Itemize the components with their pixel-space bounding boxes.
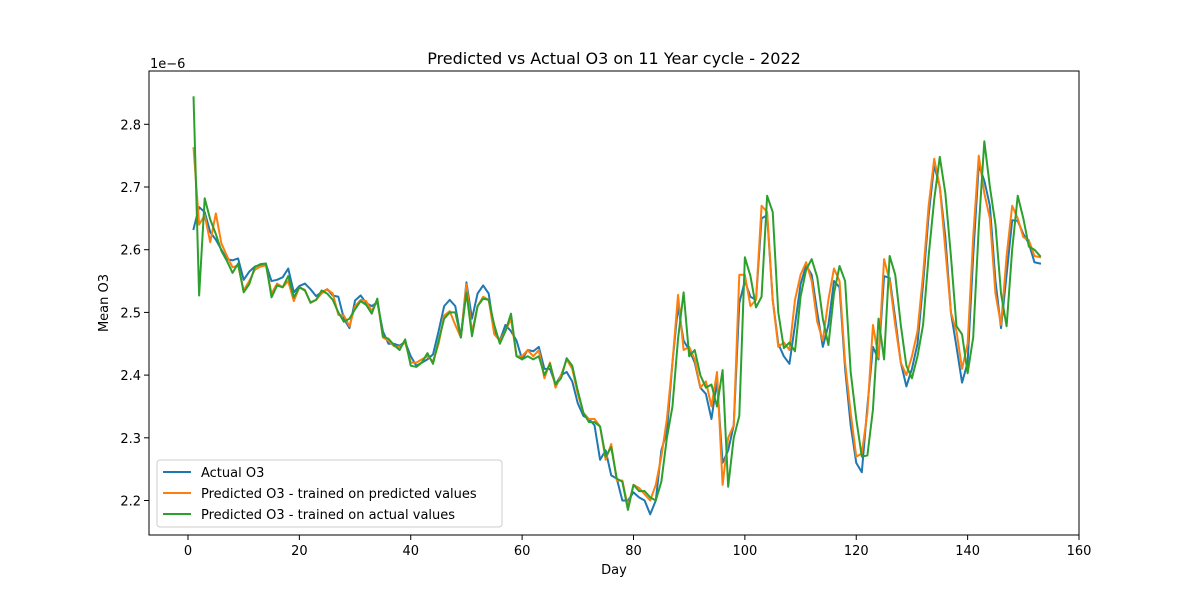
y-tick-label: 2.7 — [120, 181, 141, 196]
x-tick-label: 80 — [625, 544, 642, 559]
y-tick-label: 2.4 — [120, 369, 141, 384]
series-line-3 — [192, 96, 1042, 511]
x-tick-label: 160 — [1067, 544, 1092, 559]
x-axis-label: Day — [601, 563, 627, 578]
legend-label: Predicted O3 - trained on actual values — [201, 508, 455, 523]
y-tick-label: 2.2 — [120, 495, 141, 510]
y-tick-label: 2.8 — [120, 118, 141, 133]
y-offset-label: 1e−6 — [150, 57, 185, 72]
y-axis-ticks: 2.2 2.3 2.4 2.5 2.6 2.7 2.8 — [120, 118, 149, 510]
x-tick-label: 60 — [514, 544, 531, 559]
series-layer — [192, 96, 1042, 516]
x-tick-label: 120 — [844, 544, 869, 559]
x-tick-label: 20 — [291, 544, 308, 559]
axes-frame — [148, 70, 1080, 536]
chart-title: Predicted vs Actual O3 on 11 Year cycle … — [427, 49, 801, 68]
series-line-2 — [192, 147, 1042, 508]
x-axis-ticks: 0 20 40 60 80 100 120 140 160 — [184, 535, 1092, 559]
y-tick-label: 2.6 — [120, 244, 141, 259]
legend-box — [156, 459, 503, 528]
legend-label: Predicted O3 - trained on predicted valu… — [201, 487, 477, 502]
x-tick-label: 0 — [184, 544, 192, 559]
x-tick-label: 40 — [402, 544, 419, 559]
x-tick-label: 140 — [955, 544, 980, 559]
x-tick-label: 100 — [732, 544, 757, 559]
y-axis-label: Mean O3 — [97, 274, 112, 332]
y-tick-label: 2.3 — [120, 432, 141, 447]
legend-label: Actual O3 — [201, 466, 264, 481]
y-tick-label: 2.5 — [120, 306, 141, 321]
legend: Actual O3 Predicted O3 - trained on predi… — [156, 459, 503, 528]
